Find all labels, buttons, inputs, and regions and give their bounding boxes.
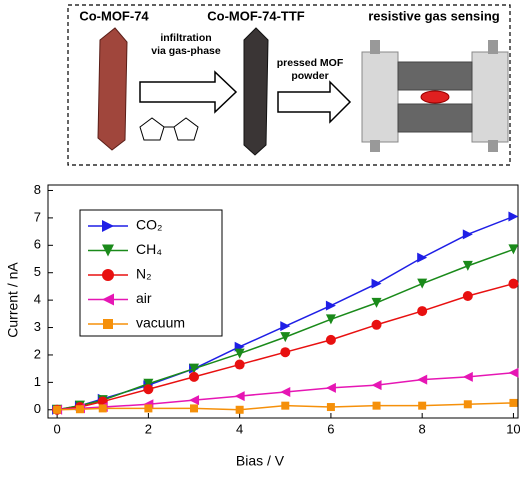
marker <box>281 401 290 410</box>
arrow-label: via gas-phase <box>151 45 221 57</box>
marker <box>417 306 428 317</box>
marker <box>190 404 199 413</box>
marker <box>371 278 382 289</box>
y-tick-label: 8 <box>34 182 41 197</box>
marker <box>508 244 519 255</box>
marker <box>75 405 84 414</box>
arrow-label: pressed MOF <box>277 57 344 69</box>
x-tick-label: 2 <box>145 421 152 436</box>
marker <box>189 363 200 374</box>
crystal <box>97 27 128 151</box>
label-middle: Co-MOF-74-TTF <box>207 8 305 23</box>
marker <box>234 391 245 402</box>
marker <box>462 229 473 240</box>
schematic: Co-MOF-74 infiltration via gas-phase Co-… <box>67 4 511 166</box>
sensing-device <box>361 40 509 152</box>
marker <box>102 220 114 232</box>
y-axis-label: Current / nA <box>5 262 21 338</box>
arrow-label: infiltration <box>160 32 211 44</box>
x-tick-label: 0 <box>54 421 61 436</box>
marker <box>371 380 382 391</box>
legend-label: vacuum <box>136 315 185 331</box>
x-tick-label: 4 <box>236 421 243 436</box>
plot-frame <box>47 184 519 419</box>
marker <box>102 269 114 281</box>
marker <box>103 319 113 329</box>
arrow <box>139 70 238 114</box>
label-right: resistive gas sensing <box>368 8 500 23</box>
marker <box>325 382 336 393</box>
marker <box>234 348 245 359</box>
marker <box>325 300 336 311</box>
marker <box>280 386 291 397</box>
marker <box>508 367 519 378</box>
marker <box>417 252 428 263</box>
marker <box>189 371 200 382</box>
legend-label: N₂ <box>136 266 152 282</box>
x-tick-label: 6 <box>327 421 334 436</box>
x-axis-label: Bias / V <box>236 453 285 469</box>
marker <box>462 260 473 271</box>
marker <box>325 314 336 325</box>
label-left: Co-MOF-74 <box>79 8 149 23</box>
marker <box>98 404 107 413</box>
marker <box>235 405 244 414</box>
marker <box>102 244 114 257</box>
y-tick-label: 0 <box>34 401 41 416</box>
marker <box>325 334 336 345</box>
marker <box>417 374 428 385</box>
arrow <box>277 80 352 124</box>
marker <box>189 395 200 406</box>
marker <box>372 401 381 410</box>
marker <box>326 403 335 412</box>
crystal <box>243 27 269 156</box>
marker <box>508 278 519 289</box>
marker <box>371 319 382 330</box>
y-tick-label: 1 <box>34 374 41 389</box>
y-tick-label: 7 <box>34 209 41 224</box>
y-tick-label: 5 <box>34 264 41 279</box>
marker <box>280 347 291 358</box>
x-tick-label: 10 <box>506 421 520 436</box>
y-tick-label: 6 <box>34 237 41 252</box>
marker <box>508 211 519 222</box>
marker <box>280 321 291 332</box>
marker <box>144 404 153 413</box>
legend-label: CH₄ <box>136 241 162 257</box>
marker <box>143 378 154 389</box>
ttf-molecule <box>139 117 199 141</box>
marker <box>462 371 473 382</box>
legend-label: air <box>136 290 152 306</box>
arrow-label: powder <box>291 70 328 82</box>
x-tick-label: 8 <box>419 421 426 436</box>
marker <box>102 293 114 306</box>
marker <box>463 400 472 409</box>
marker <box>509 398 518 407</box>
y-tick-label: 4 <box>34 292 41 307</box>
marker <box>53 405 62 414</box>
y-tick-label: 3 <box>34 319 41 334</box>
marker <box>234 359 245 370</box>
marker <box>371 297 382 308</box>
y-tick-label: 2 <box>34 346 41 361</box>
marker <box>417 278 428 289</box>
marker <box>143 384 154 395</box>
schematic-frame <box>67 4 511 166</box>
legend-label: CO₂ <box>136 217 162 233</box>
chart: Bias / V Current / nA 0 2 4 6 8 10 0 1 2 3 4 5 6 7 8 CO… <box>5 182 520 469</box>
marker <box>418 401 427 410</box>
marker <box>280 332 291 343</box>
marker <box>462 291 473 302</box>
